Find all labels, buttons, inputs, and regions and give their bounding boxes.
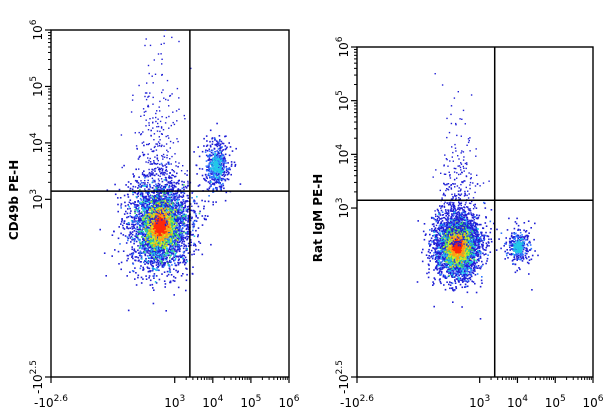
y-tick-label: -102.5 (29, 360, 45, 394)
y-tick-label: 103 (335, 198, 351, 219)
population-main (416, 73, 503, 320)
y-tick-label: 104 (29, 132, 45, 153)
y-tick-label: 105 (29, 76, 45, 97)
x-tick-label: 106 (278, 394, 299, 410)
y-axis-label: Rat IgM PE-H (311, 174, 325, 262)
x-tick-label: 104 (507, 394, 528, 410)
population-lower-right (495, 217, 539, 291)
y-axis-label: CD49b PE-H (7, 160, 21, 240)
dot-plot-rat-igm: -102.6 103 104 105 106 -102.5 103 104 105 106 Rat … (311, 36, 604, 410)
x-tick-label: 104 (202, 394, 223, 410)
x-tick-label: -102.6 (34, 394, 68, 410)
x-tick-label: 105 (545, 394, 566, 410)
x-tick-label: 105 (240, 394, 261, 410)
y-tick-label: -102.5 (335, 360, 351, 394)
y-tick-label: 105 (335, 90, 351, 111)
dot-plot-cd49b: -102.6 103 104 105 106 -102.5 103 104 105 106 CD49… (7, 19, 300, 410)
y-tick-label: 106 (335, 36, 351, 57)
y-tick-label: 104 (335, 144, 351, 165)
y-tick-label: 103 (29, 189, 45, 210)
y-tick-label: 106 (29, 19, 45, 40)
x-tick-label: 103 (469, 394, 490, 410)
event-dots (416, 73, 539, 320)
x-tick-label: 103 (164, 394, 185, 410)
plot-frame (356, 46, 594, 378)
x-tick-label: 106 (582, 394, 603, 410)
population-upper-right (193, 122, 242, 206)
x-tick-label: -102.6 (340, 394, 374, 410)
